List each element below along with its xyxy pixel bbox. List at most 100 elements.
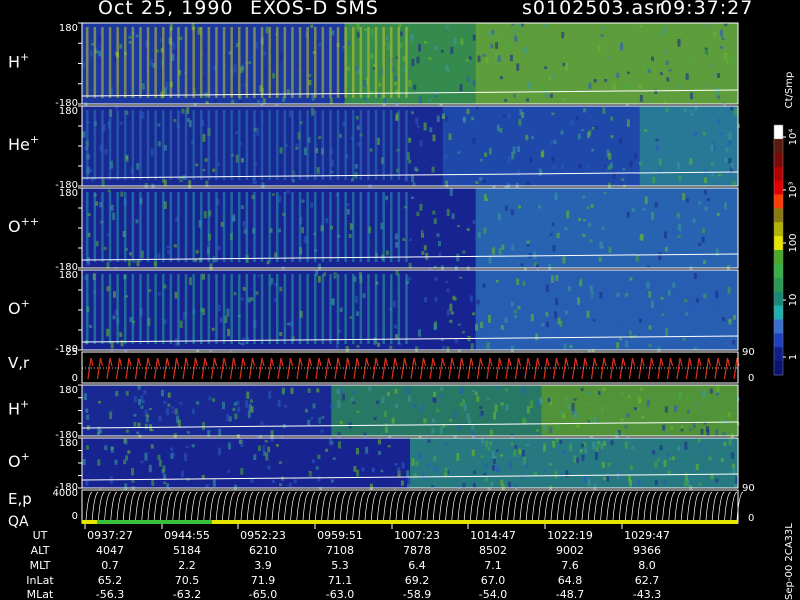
panel-h-plus-label: H+ <box>8 51 29 72</box>
panel-he-plus-label: He+ <box>8 133 39 154</box>
table-cell: 7878 <box>403 544 431 557</box>
panel-he-plus-spin-stripes <box>86 110 408 180</box>
table-cell: 64.8 <box>558 574 583 587</box>
table-cell: 70.5 <box>175 574 200 587</box>
panel-o-plus-plus-ymax: 180 <box>59 188 78 199</box>
table-cell: -48.7 <box>556 588 584 600</box>
panel-he-plus-trace <box>81 171 739 179</box>
panel-h-plus-band-1 <box>344 23 476 104</box>
panel-o-plus-label: O+ <box>8 297 30 318</box>
panel-o-plus-ymax: 180 <box>59 270 78 281</box>
colorbar-swatch <box>774 138 783 154</box>
qa-bar <box>82 520 738 524</box>
table-row-label-inlat: InLat <box>26 574 54 587</box>
table-cell: 1014:47 <box>470 529 516 542</box>
table-cell: 6210 <box>249 544 277 557</box>
plot-date: Oct 25, 1990 <box>98 0 234 19</box>
table-cell: 7.6 <box>561 559 579 572</box>
table-cell: 8502 <box>479 544 507 557</box>
table-cell: 6.4 <box>408 559 426 572</box>
ep-panel-right-bottom: 0 <box>748 513 754 524</box>
vr-panel-frame <box>81 351 739 384</box>
table-cell: 71.1 <box>328 574 353 587</box>
ep-panel-label-bottom: QA <box>8 514 29 530</box>
table-cell: -54.0 <box>479 588 507 600</box>
panel-o-plus-2-ymax: 180 <box>59 438 78 449</box>
table-cell: 67.0 <box>481 574 506 587</box>
panel-he-plus-ymin: -180 <box>55 180 78 191</box>
colorbar-swatch <box>774 361 783 376</box>
colorbar-swatch <box>774 319 783 334</box>
table-cell: 62.7 <box>635 574 660 587</box>
table-cell: -63.0 <box>326 588 354 600</box>
colorbar-tick-3: 10 <box>788 294 799 307</box>
vr-panel-velocity-marks <box>87 357 740 380</box>
table-cell: 7.1 <box>484 559 502 572</box>
colorbar-swatch <box>774 194 783 209</box>
table-cell: 71.9 <box>251 574 276 587</box>
ep-panel-right-top: 90 <box>742 483 755 494</box>
colorbar-swatch <box>774 222 783 237</box>
panel-h-plus-spin-stripes <box>86 27 408 98</box>
vr-panel-ymax: 25 <box>65 347 78 358</box>
colorbar-swatch <box>774 166 783 182</box>
panel-o-plus-plus-trace <box>81 253 739 261</box>
table-row-label-ut: UT <box>33 529 48 542</box>
file-name: s0102503.asr <box>522 0 664 19</box>
instrument-title: EXOS-D SMS <box>250 0 379 19</box>
colorbar-swatch <box>774 347 783 362</box>
panel-o-plus-spin-stripes <box>86 274 408 344</box>
table-cell: 0937:27 <box>87 529 133 542</box>
colorbar-swatch <box>774 305 783 320</box>
table-cell: 65.2 <box>98 574 123 587</box>
table-row-label-mlat: MLat <box>27 588 54 600</box>
footer-id: Sep-00 2CA33L <box>784 523 795 600</box>
colorbar-tick-4: 1 <box>788 354 799 360</box>
vr-panel-right-top: 90 <box>742 347 755 358</box>
table-cell: 1022:19 <box>547 529 593 542</box>
panel-o-plus-plus-label: O++ <box>8 215 39 236</box>
table-cell: 0.7 <box>101 559 119 572</box>
panel-o-plus-plus-spin-stripes <box>86 192 408 262</box>
table-cell: 1007:23 <box>394 529 440 542</box>
table-row-label-alt: ALT <box>31 544 50 557</box>
panel-h-plus-2-trace <box>81 421 739 429</box>
colorbar-swatch <box>774 333 783 348</box>
panel-he-plus-band-2 <box>639 106 738 186</box>
qa-bar-good-segment <box>97 520 212 524</box>
colorbar-swatch <box>774 277 783 293</box>
vr-panel-ymin: 0 <box>72 373 78 384</box>
colorbar-swatch <box>774 250 783 265</box>
ep-panel-ymin: 0 <box>72 511 78 522</box>
table-cell: 69.2 <box>405 574 430 587</box>
table-cell: 1029:47 <box>624 529 670 542</box>
colorbar-swatch <box>774 208 783 223</box>
table-cell: -65.0 <box>249 588 277 600</box>
table-cell: -63.2 <box>173 588 201 600</box>
colorbar-tick-2: 100 <box>788 233 799 252</box>
vr-panel-bg <box>82 352 738 383</box>
table-cell: 5.3 <box>331 559 349 572</box>
table-cell: 8.0 <box>638 559 656 572</box>
colorbar-swatch <box>774 180 783 195</box>
panel-o-plus-ymin: -180 <box>55 344 78 355</box>
panel-o-plus-plus-ymin: -180 <box>55 262 78 273</box>
colorbar <box>773 124 786 376</box>
panel-o-plus-2-trace <box>81 473 739 481</box>
colorbar-swatch <box>774 263 783 279</box>
table-cell: 9002 <box>556 544 584 557</box>
panel-o-plus-2-band-1 <box>410 438 738 488</box>
colorbar-tick-0: 10⁴ <box>788 129 799 146</box>
table-cell: 9366 <box>633 544 661 557</box>
table-cell: 5184 <box>173 544 201 557</box>
file-time: 09:37:27 <box>660 0 754 19</box>
colorbar-swatch <box>774 236 783 251</box>
panel-h-plus-2-ymax: 180 <box>59 385 78 396</box>
colorbar-swatch <box>774 152 783 168</box>
panel-o-plus-2-label: O+ <box>8 450 30 471</box>
panel-he-plus-ymax: 180 <box>59 106 78 117</box>
ep-panel-energy-sweeps <box>85 491 744 521</box>
colorbar-unit: Ct/Smp <box>784 72 795 109</box>
panel-h-plus-2-label: H+ <box>8 398 29 419</box>
